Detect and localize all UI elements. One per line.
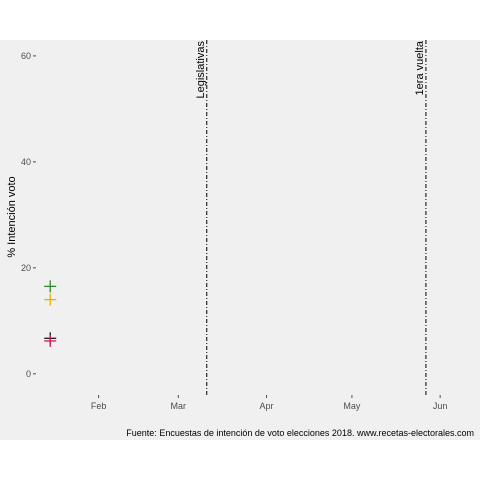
x-tick-label: Jun xyxy=(433,401,448,411)
y-axis-title: % Intención voto xyxy=(6,176,18,257)
y-tick-label: 0 xyxy=(26,369,31,379)
x-tick-label: Feb xyxy=(91,401,107,411)
event-label: Legislativas xyxy=(195,41,207,99)
source-caption: Fuente: Encuestas de intención de voto e… xyxy=(126,428,474,438)
y-tick-label: 20 xyxy=(21,263,31,273)
event-label: 1era vuelta xyxy=(414,40,426,95)
data-point xyxy=(44,280,57,293)
y-tick-label: 60 xyxy=(21,51,31,61)
x-tick-label: May xyxy=(343,401,361,411)
event-lines: Legislativas 1era vuelta xyxy=(195,40,427,395)
x-axis: Feb Mar Apr May Jun xyxy=(91,395,448,411)
y-tick-label: 40 xyxy=(21,157,31,167)
data-point xyxy=(44,293,57,306)
plot-panel xyxy=(0,40,480,440)
y-axis: 0 20 40 60 xyxy=(21,51,36,379)
x-tick-label: Mar xyxy=(171,401,187,411)
data-point xyxy=(44,334,57,347)
data-points xyxy=(44,280,57,347)
x-tick-label: Apr xyxy=(260,401,274,411)
